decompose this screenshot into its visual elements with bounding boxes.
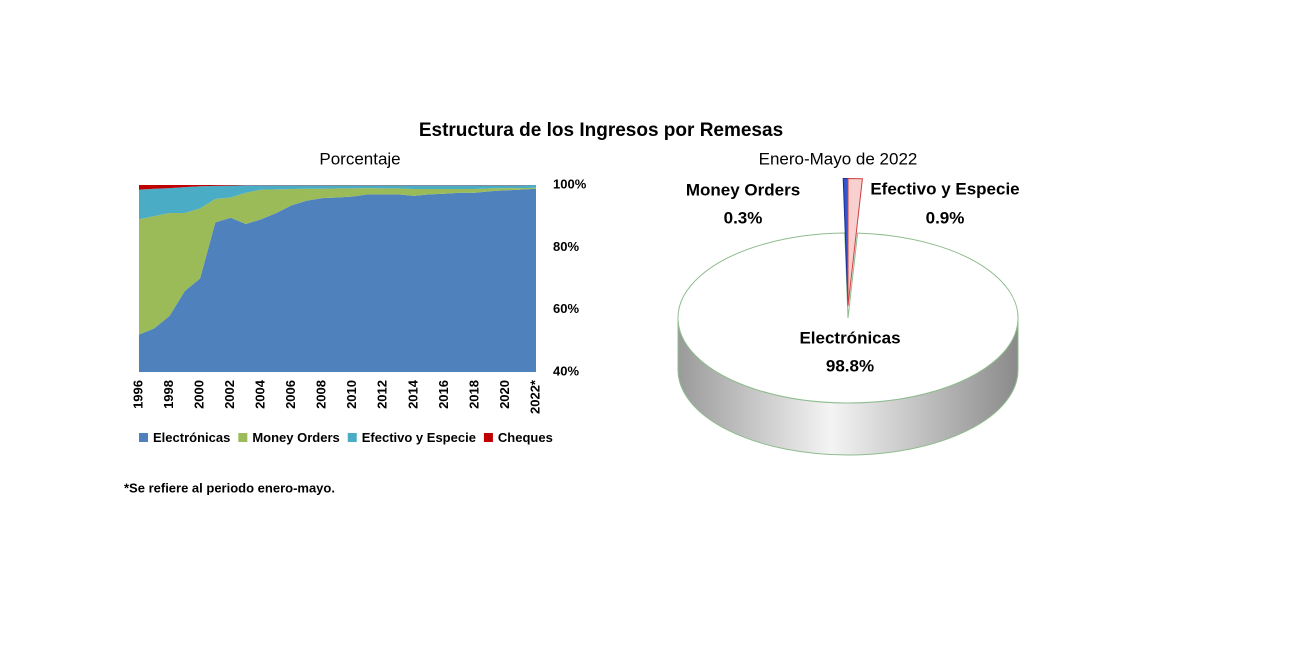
slice-value: 98.8% (826, 356, 874, 375)
legend-label: Cheques (498, 430, 553, 445)
y-tick-label: 100% (553, 176, 587, 191)
footnote: *Se refiere al periodo enero-mayo. (124, 480, 335, 495)
pie-slice (677, 232, 1019, 404)
slice-value: 0.9% (926, 208, 965, 227)
subtitle: Enero-Mayo de 2022 (759, 149, 918, 168)
legend-label: Efectivo y Especie (362, 430, 476, 445)
x-tick-label: 2008 (314, 380, 329, 409)
x-tick-label: 2018 (466, 380, 481, 409)
x-tick-label: 2020 (497, 380, 512, 409)
subtitle: Porcentaje (319, 149, 400, 168)
legend-swatch (483, 433, 493, 442)
x-tick-label: 1998 (161, 380, 176, 409)
slice-label: Money Orders (686, 180, 800, 199)
legend-label: Electrónicas (153, 430, 230, 445)
area (139, 188, 536, 372)
pie-slice (847, 177, 863, 307)
y-tick-label: 40% (553, 363, 579, 378)
legend-swatch (139, 433, 148, 442)
slice-value: 0.3% (724, 208, 763, 227)
x-tick-label: 2000 (192, 380, 207, 409)
x-tick-label: 2022* (527, 379, 542, 414)
x-tick-label: 2014 (405, 379, 420, 409)
x-tick-label: 2012 (375, 380, 390, 409)
area (139, 185, 536, 190)
y-tick-label: 80% (553, 239, 579, 254)
x-tick-label: 2004 (253, 379, 268, 409)
x-tick-label: 2006 (283, 380, 298, 409)
x-tick-label: 2016 (436, 380, 451, 409)
y-tick-label: 60% (553, 301, 579, 316)
area (139, 185, 536, 220)
plot-area (139, 185, 536, 372)
slice-label: Electrónicas (799, 328, 900, 347)
legend-label: Money Orders (252, 430, 339, 445)
legend-swatch (238, 433, 248, 442)
x-tick-label: 2010 (344, 380, 359, 409)
legend-swatch (347, 433, 357, 442)
x-tick-label: 2002 (222, 380, 237, 409)
title: Estructura de los Ingresos por Remesas (419, 120, 783, 141)
slice-label: Efectivo y Especie (870, 179, 1019, 198)
x-tick-label: 1996 (130, 380, 145, 409)
